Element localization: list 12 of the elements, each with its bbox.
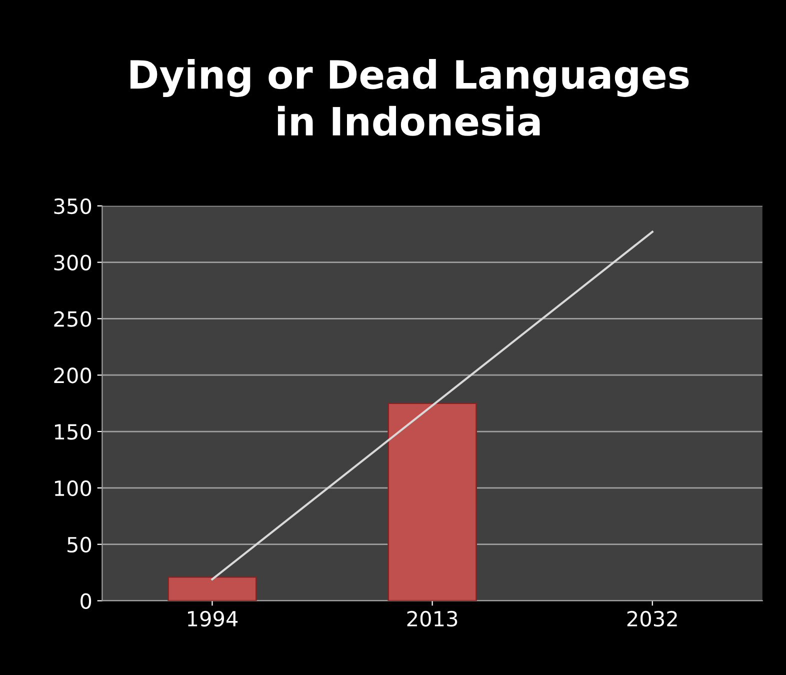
x-tick-label: 2032 [627, 610, 677, 627]
x-tick-label: 1994 [188, 610, 238, 627]
y-tick-label: 100 [54, 480, 92, 496]
y-tick-label: 350 [54, 198, 92, 214]
chart-title: Dying or Dead Languages in Indonesia [130, 59, 689, 136]
y-tick-label: 200 [54, 368, 92, 384]
y-tick-label: 0 [80, 593, 92, 609]
y-tick-label: 150 [54, 424, 92, 440]
y-tick-label: 50 [68, 536, 92, 553]
x-tick-label: 2013 [407, 610, 458, 627]
y-tick-label: 250 [54, 311, 92, 327]
y-tick-label: 300 [54, 254, 92, 270]
